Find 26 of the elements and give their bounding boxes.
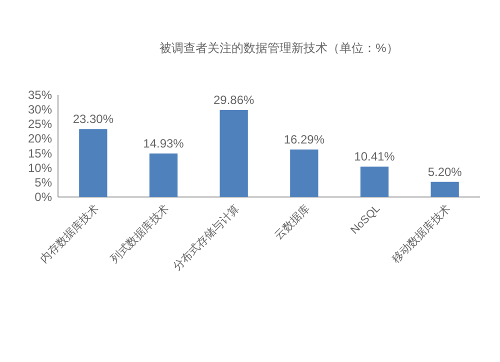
x-tick-label: 列式数据库技术	[108, 202, 172, 266]
data-label: 16.29%	[284, 132, 325, 147]
chart-title: 被调查者关注的数据管理新技术（单位：%）	[160, 41, 398, 55]
bar	[430, 182, 459, 197]
data-label: 10.41%	[354, 150, 396, 164]
data-label: 29.86%	[213, 92, 255, 107]
data-label: 5.20%	[428, 164, 462, 179]
y-tick-label: 25%	[28, 117, 52, 132]
y-tick-label: 5%	[34, 175, 52, 190]
bar	[149, 153, 178, 197]
data-label: 23.30%	[72, 112, 114, 126]
y-tick-label: 30%	[28, 102, 52, 117]
y-tick-label: 35%	[28, 88, 52, 102]
bar	[220, 110, 248, 197]
bar	[360, 166, 389, 197]
y-tick-label: 20%	[28, 132, 52, 146]
bar	[290, 150, 318, 197]
y-tick-label: 15%	[28, 146, 52, 160]
y-tick-label: 10%	[28, 160, 52, 175]
x-tick-label: 移动数据库技术	[389, 202, 453, 266]
data-label: 14.93%	[143, 136, 184, 150]
y-tick-label: 0%	[34, 190, 52, 204]
x-tick-label: 内存数据库技术	[38, 202, 102, 266]
x-tick-label: 云数据库	[272, 202, 312, 242]
x-tick-label: 分布式存储与计算	[170, 202, 242, 274]
bar	[79, 129, 108, 197]
